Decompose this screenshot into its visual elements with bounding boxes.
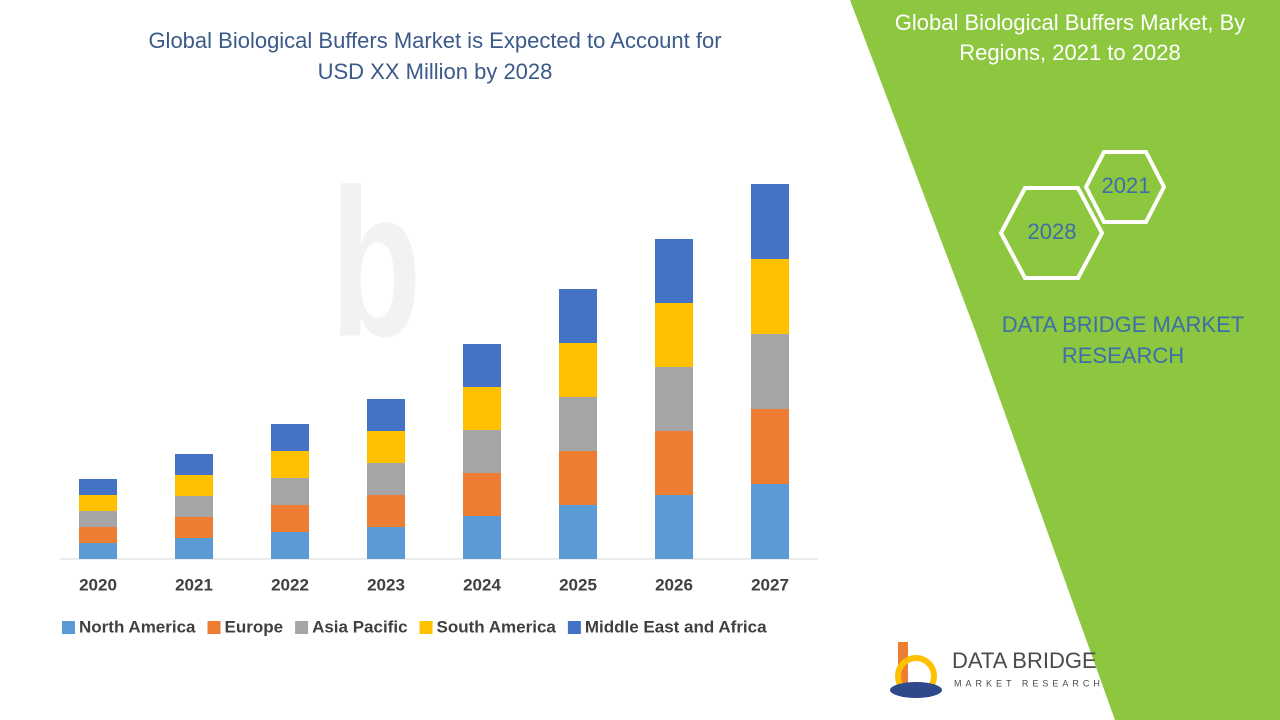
legend-swatch xyxy=(295,621,309,634)
x-tick-label: 2021 xyxy=(175,575,213,594)
bar-segment xyxy=(751,184,789,259)
bar-segment xyxy=(559,505,597,559)
bar-segment xyxy=(463,473,501,516)
bar-segment xyxy=(175,454,213,475)
legend-label: North America xyxy=(79,617,196,636)
bar-segment xyxy=(655,367,693,431)
chart-title: USD XX Million by 2028 xyxy=(318,59,553,84)
bar-segment xyxy=(175,475,213,496)
bar-segment xyxy=(367,431,405,463)
bar-segment xyxy=(79,543,117,559)
bar-segment xyxy=(751,334,789,409)
bar-segment xyxy=(751,484,789,559)
bar-segment xyxy=(271,532,309,559)
bar-segment xyxy=(175,538,213,559)
legend-swatch xyxy=(419,621,433,634)
bar-segment xyxy=(367,463,405,495)
bar-segment xyxy=(175,517,213,538)
hexagon xyxy=(998,186,1105,280)
bar-segment xyxy=(79,479,117,495)
x-tick-label: 2023 xyxy=(367,575,405,594)
logo-name: DATA BRIDGE xyxy=(952,648,1097,673)
bar-segment xyxy=(367,399,405,431)
bar-segment xyxy=(463,430,501,473)
bar-segment xyxy=(559,397,597,451)
hex-label: 2028 xyxy=(1028,219,1077,244)
x-tick-label: 2027 xyxy=(751,575,789,594)
bar-segment xyxy=(655,431,693,495)
legend-swatch xyxy=(207,621,221,634)
bar-segment xyxy=(79,511,117,527)
x-tick-label: 2024 xyxy=(463,575,501,594)
panel-title: Global Biological Buffers Market, By xyxy=(895,10,1246,35)
bar-segment xyxy=(463,344,501,387)
hex-label: 2021 xyxy=(1102,173,1151,198)
legend-label: South America xyxy=(437,617,557,636)
hexagon xyxy=(1083,150,1167,224)
chart-title: Global Biological Buffers Market is Expe… xyxy=(148,28,721,53)
bar-segment xyxy=(79,495,117,511)
legend-label: Middle East and Africa xyxy=(585,617,767,636)
side-panel xyxy=(850,0,1280,720)
bar-segment xyxy=(463,387,501,430)
x-tick-label: 2026 xyxy=(655,575,693,594)
brand-text: RESEARCH xyxy=(1062,343,1184,368)
bar-segment xyxy=(655,303,693,367)
bar-segment xyxy=(751,409,789,484)
logo-icon xyxy=(890,682,942,698)
bar-segment xyxy=(655,495,693,559)
watermark: b xyxy=(330,146,422,381)
logo-tagline: MARKET RESEARCH xyxy=(954,678,1104,688)
bar-segment xyxy=(271,505,309,532)
x-tick-label: 2025 xyxy=(559,575,597,594)
brand-text: DATA BRIDGE MARKET xyxy=(1002,312,1244,337)
legend-label: Asia Pacific xyxy=(312,617,407,636)
bar-segment xyxy=(559,343,597,397)
bar-segment xyxy=(463,516,501,559)
logo: DATA BRIDGE MARKET RESEARCH xyxy=(890,642,1104,698)
bar-segment xyxy=(367,527,405,559)
panel-title: Regions, 2021 to 2028 xyxy=(959,40,1180,65)
bar-segment xyxy=(367,495,405,527)
x-tick-label: 2022 xyxy=(271,575,309,594)
legend-swatch xyxy=(567,621,581,634)
bar-segment xyxy=(271,451,309,478)
bar-segment xyxy=(559,289,597,343)
bar-segment xyxy=(271,424,309,451)
bar-segment xyxy=(559,451,597,505)
legend-swatch xyxy=(62,621,75,634)
bar-segment xyxy=(751,259,789,334)
x-tick-label: 2020 xyxy=(79,575,117,594)
bar-segment xyxy=(175,496,213,517)
legend-label: Europe xyxy=(225,617,284,636)
bar-segment xyxy=(271,478,309,505)
bar-segment xyxy=(655,239,693,303)
bar-segment xyxy=(79,527,117,543)
